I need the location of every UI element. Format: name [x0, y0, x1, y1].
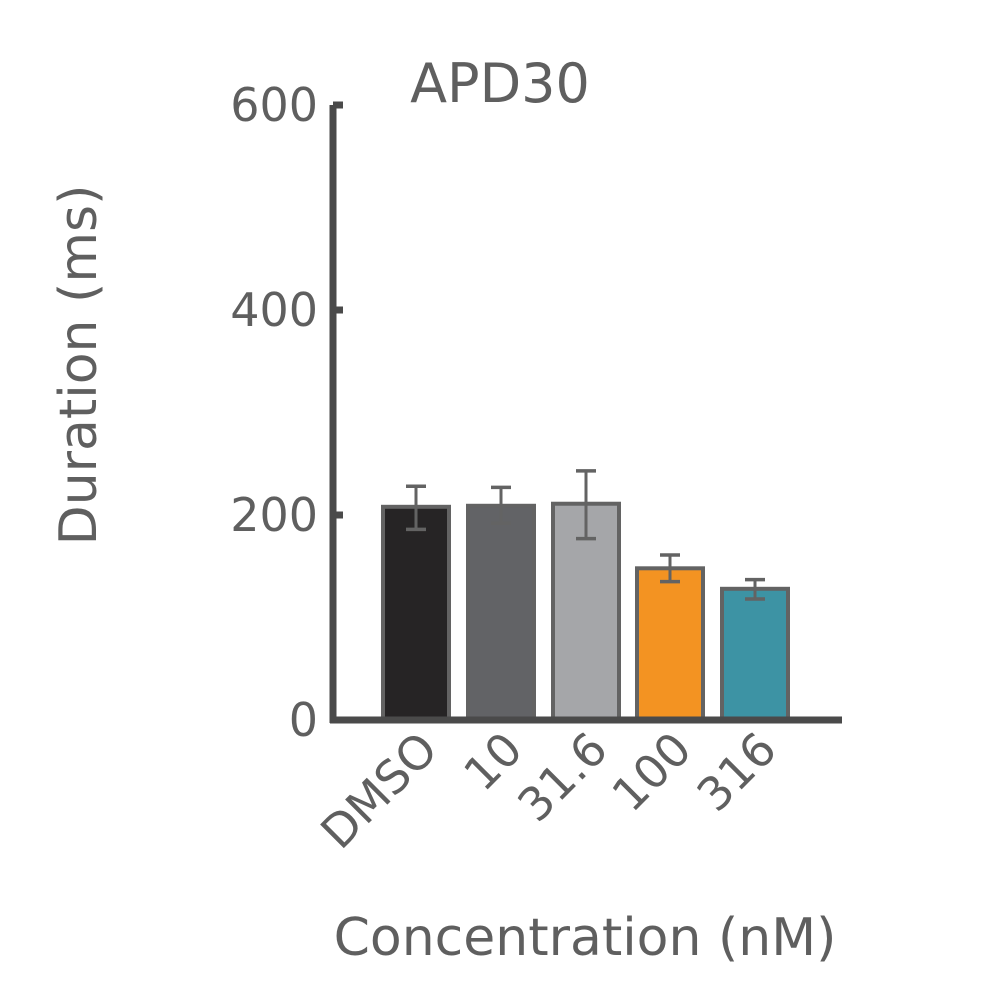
bar-dmso	[381, 504, 451, 722]
x-tick-label: 31.6	[507, 722, 618, 833]
error-bars	[406, 469, 765, 601]
x-tick-label: 316	[687, 722, 787, 822]
x-tick-label: 100	[602, 722, 702, 822]
y-tick-label: 400	[230, 283, 318, 337]
y-tick-label: 200	[230, 488, 318, 542]
y-axis-title: Duration (ms)	[49, 185, 109, 546]
y-ticks: 0 200 400 600	[230, 78, 343, 747]
bar-100	[635, 566, 705, 722]
bar-10	[466, 503, 536, 722]
y-tick-label: 600	[230, 78, 318, 132]
x-tick-label: DMSO	[310, 722, 448, 860]
axes	[329, 105, 842, 724]
bar-316	[720, 586, 790, 722]
x-axis-title: Concentration (nM)	[334, 908, 837, 968]
chart-title: APD30	[410, 52, 590, 115]
y-tick-label: 0	[289, 693, 318, 747]
